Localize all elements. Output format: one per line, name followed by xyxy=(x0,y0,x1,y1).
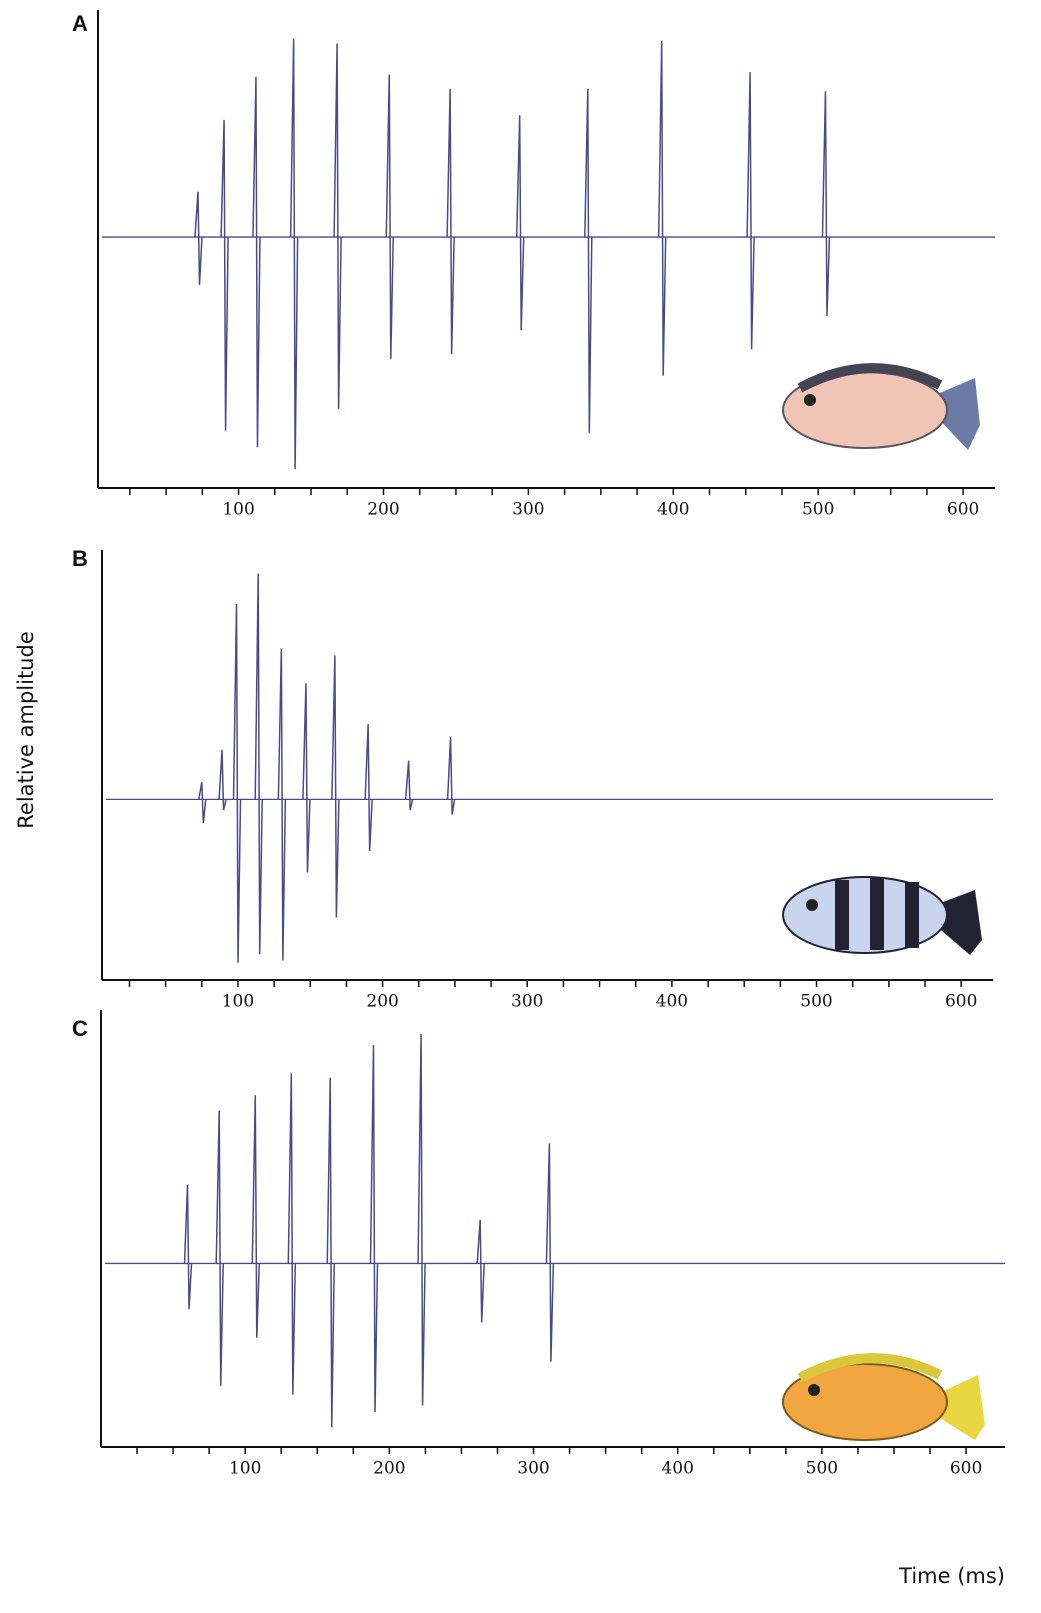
panel-letter: A xyxy=(72,11,88,36)
fish-c xyxy=(782,1353,985,1441)
pulse xyxy=(183,1184,193,1310)
x-tick-label: 200 xyxy=(367,500,399,520)
pulse xyxy=(446,737,456,815)
panel-letter: B xyxy=(72,546,88,571)
pulse xyxy=(287,1073,297,1395)
x-tick-label: 300 xyxy=(512,500,544,520)
pulse xyxy=(254,573,263,955)
pulse xyxy=(369,1044,379,1413)
pulse xyxy=(277,648,287,961)
y-axis-label: Relative amplitude xyxy=(14,631,38,828)
pulse xyxy=(252,76,261,448)
x-tick-label: 100 xyxy=(229,1459,261,1479)
pulse xyxy=(746,72,755,350)
pulse xyxy=(218,749,227,811)
x-tick-label: 200 xyxy=(366,992,398,1012)
x-tick-label: 400 xyxy=(656,992,688,1012)
x-tick-label: 300 xyxy=(517,1459,549,1479)
x-tick-label: 300 xyxy=(511,992,543,1012)
pulse xyxy=(289,38,299,469)
pulse xyxy=(326,1077,335,1428)
pulse xyxy=(251,1095,261,1338)
pulse xyxy=(404,760,414,811)
x-tick-label: 500 xyxy=(800,992,832,1012)
x-tick-label: 400 xyxy=(661,1459,693,1479)
pulse xyxy=(194,191,203,285)
x-tick-label: 600 xyxy=(950,1459,982,1479)
pulse xyxy=(385,74,395,359)
pulse xyxy=(333,43,342,410)
pulse xyxy=(232,603,242,963)
x-tick-label: 500 xyxy=(802,500,834,520)
x-axis-label: Time (ms) xyxy=(898,1564,1005,1588)
x-tick-label: 500 xyxy=(806,1459,838,1479)
pulse xyxy=(198,782,207,824)
x-tick-label: 200 xyxy=(373,1459,405,1479)
pulse xyxy=(331,655,340,918)
pulse xyxy=(220,119,229,431)
fish-b xyxy=(782,876,982,955)
x-tick-label: 600 xyxy=(945,992,977,1012)
pulse xyxy=(545,1143,555,1362)
pulse xyxy=(821,91,831,316)
pulse xyxy=(515,115,525,331)
pulse xyxy=(215,1110,224,1386)
x-tick-label: 600 xyxy=(947,500,979,520)
pulse xyxy=(657,41,667,376)
fish-a xyxy=(782,363,980,450)
pulse xyxy=(417,1034,426,1406)
pulse xyxy=(446,88,455,355)
x-tick-label: 100 xyxy=(222,992,254,1012)
x-tick-label: 100 xyxy=(222,500,254,520)
panel-letter: C xyxy=(72,1016,88,1041)
pulse xyxy=(364,724,373,852)
pulse xyxy=(302,683,311,873)
pulse xyxy=(476,1219,485,1323)
x-tick-label: 400 xyxy=(657,500,689,520)
pulse xyxy=(584,88,593,434)
